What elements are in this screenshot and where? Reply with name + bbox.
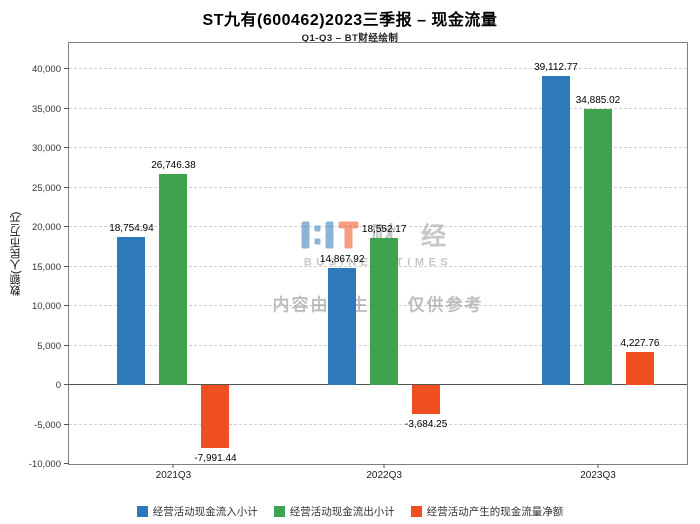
bar (542, 76, 570, 386)
bar (201, 385, 230, 449)
bars-layer: 18,754.94 26,746.38 -7,991.44 14,867.92 18,5… (69, 43, 687, 464)
chart-title: ST九有(600462)2023三季报 – 现金流量 (202, 12, 498, 29)
legend-label: 经营活动现金流入小计 (152, 506, 258, 518)
gridline (69, 186, 687, 188)
legend-swatch (136, 506, 148, 517)
bar-value-label: 14,867.92 (319, 253, 365, 265)
bar-value-label: 34,885.02 (575, 95, 621, 107)
bar (412, 385, 441, 415)
legend-label: 经营活动现金流出小计 (289, 506, 395, 518)
gridline (69, 107, 687, 109)
bar-value-label: 4,227.76 (620, 337, 660, 349)
x-tick-label: 2021Q3 (155, 470, 192, 481)
x-tick-label: 2023Q3 (580, 470, 616, 481)
legend-swatch (273, 506, 285, 517)
x-tick-mark (172, 464, 174, 468)
bar (328, 267, 357, 386)
gridline (69, 147, 687, 149)
bar (584, 109, 612, 386)
bar (626, 351, 654, 386)
bar-value-label: 39,112.77 (534, 62, 578, 74)
bar (159, 173, 188, 386)
plot-area: 财 经 BUSINESSTIMES 内容由AI生成，仅供参考 18,754.94… (29, 42, 688, 481)
gridline (69, 423, 687, 425)
bar-value-label: -3,684.25 (405, 419, 448, 431)
gridline (69, 68, 687, 70)
bar-value-label: -7,991.44 (194, 453, 237, 465)
x-tick-mark (383, 464, 385, 468)
chart-subtitle: Q1-Q3 – BT财经绘制 (301, 33, 399, 44)
legend-item: 经营活动现金流入小计 (136, 504, 258, 519)
bar-value-label: 18,552.17 (361, 224, 407, 236)
legend: 经营活动现金流入小计 经营活动现金流出小计 经营活动产生的现金流量净额 (0, 504, 700, 519)
y-axis-label: 数额(人民币万元) (10, 211, 22, 296)
x-tick-mark (597, 464, 599, 468)
legend-item: 经营活动现金流出小计 (273, 504, 395, 519)
bar-value-label: 26,746.38 (151, 159, 196, 171)
x-tick-label: 2022Q3 (366, 470, 402, 481)
gridline (69, 226, 687, 228)
bar (117, 236, 146, 386)
bar (370, 238, 399, 386)
legend-swatch (410, 506, 422, 517)
bar-value-label: 18,754.94 (109, 222, 154, 234)
legend-label: 经营活动产生的现金流量净额 (426, 506, 564, 518)
legend-item: 经营活动产生的现金流量净额 (410, 504, 564, 519)
